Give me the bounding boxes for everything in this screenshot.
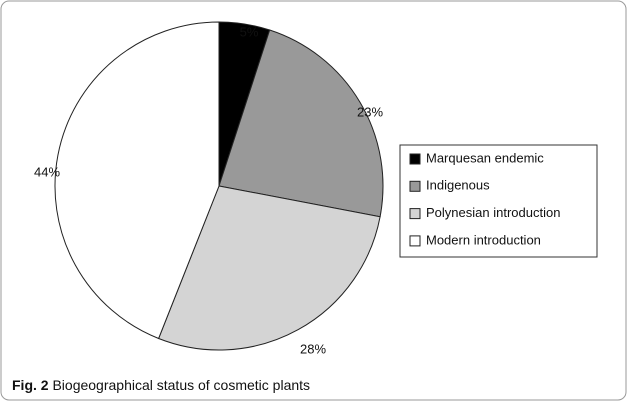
pie: 5% 23% 28% 44%: [34, 21, 384, 356]
legend: Marquesan endemic Indigenous Polynesian in…: [409, 150, 560, 247]
caption: Fig. 2 Biogeographical status of cosmeti…: [12, 377, 310, 393]
data-label: 28%: [300, 341, 326, 356]
legend-label: Polynesian introduction: [426, 205, 560, 220]
legend-label: Indigenous: [426, 178, 490, 193]
caption-label: Fig. 2: [12, 377, 49, 393]
pie-slice: [54, 21, 220, 340]
legend-swatch: [409, 153, 421, 165]
legend-box: [399, 144, 598, 258]
legend-swatch: [409, 208, 421, 220]
caption-text: Biogeographical status of cosmetic plant…: [52, 377, 310, 393]
legend-label: Modern introduction: [426, 232, 541, 247]
pie-slice: [157, 185, 381, 351]
data-label: 23%: [357, 104, 383, 119]
legend-label: Marquesan endemic: [426, 150, 544, 165]
legend-swatch: [409, 180, 421, 192]
legend-swatch: [409, 235, 421, 247]
data-label: 5%: [240, 24, 259, 39]
data-label: 44%: [34, 164, 60, 179]
pie-slice: [218, 29, 384, 218]
